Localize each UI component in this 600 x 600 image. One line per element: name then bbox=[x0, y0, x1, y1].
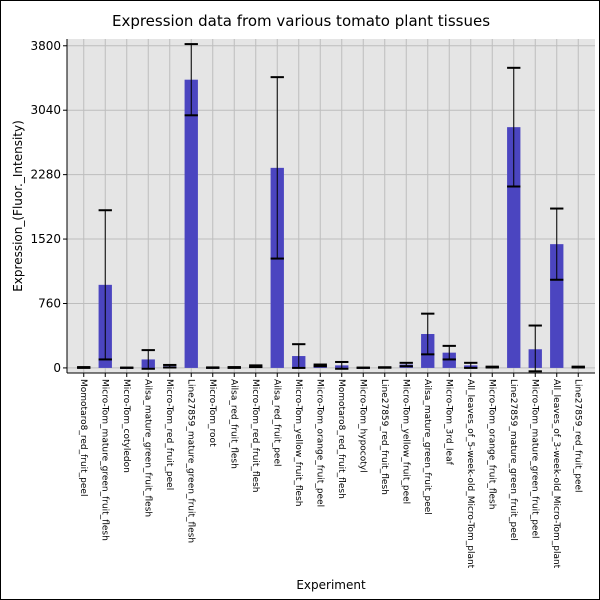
x-tick-label: Micro-Tom_3rd_leaf bbox=[443, 379, 453, 466]
x-tick-label: Micro-Tom_red_fruit_peel bbox=[164, 379, 174, 490]
x-tick-label: Micro-Tom_red_fruit_flesh bbox=[250, 379, 260, 493]
x-tick-label: Ailsa_red_fruit_peel bbox=[271, 379, 281, 467]
y-axis-label: Expression_(Fluor._Intensity) bbox=[11, 120, 25, 292]
y-tick-label: 3800 bbox=[30, 39, 61, 53]
x-tick-label: Ailsa_mature_green_fruit_peel bbox=[422, 379, 432, 515]
x-tick-label: Micro-Tom_hypocotyl bbox=[357, 379, 367, 473]
error-bars bbox=[77, 43, 585, 373]
y-tick-labels: 0 760 1520 2280 3040 3800 bbox=[30, 39, 61, 375]
axes bbox=[63, 39, 595, 377]
x-tick-label: Micro-Tom_mature_green_fruit_peel bbox=[529, 379, 539, 539]
x-tick-label: Micro-Tom_mature_green_fruit_flesh bbox=[99, 379, 109, 541]
x-tick-label: Ailsa_mature_green_fruit_flesh bbox=[142, 379, 152, 517]
x-tick-label: Micro-Tom_yellow_fruit_peel bbox=[400, 379, 410, 504]
x-tick-label: Ailsa_red_fruit_flesh bbox=[228, 379, 238, 469]
x-tick-label: Micro-Tom_root bbox=[207, 379, 217, 447]
bar bbox=[550, 244, 564, 368]
x-tick-label: All_leaves_of_3-week-old_Micro-Tom_plant bbox=[551, 379, 561, 569]
x-tick-label: Micro-Tom_yellow_fruit_flesh bbox=[293, 379, 303, 507]
y-tick-label: 2280 bbox=[30, 168, 61, 182]
x-tick-label: Line27859_red_fruit_peel bbox=[572, 379, 582, 493]
x-tick-label: Momotaro8_red_fruit_flesh bbox=[336, 379, 346, 499]
y-tick-label: 1520 bbox=[30, 232, 61, 246]
y-tick-label: 760 bbox=[38, 296, 61, 310]
x-tick-label: Line27859_red_fruit_flesh bbox=[379, 379, 389, 495]
x-tick-label: Micro-Tom_orange_fruit_peel bbox=[314, 379, 324, 507]
y-tick-label: 3040 bbox=[30, 103, 61, 117]
x-tick-label: Line27859_mature_green_fruit_peel bbox=[508, 379, 518, 541]
plot-area bbox=[67, 39, 595, 373]
x-tick-label: All_leaves_of_5-week-old_Micro-Tom_plant bbox=[465, 379, 475, 569]
x-tick-label: Line27859_mature_green_fruit_flesh bbox=[185, 379, 195, 543]
chart-title: Expression data from various tomato plan… bbox=[112, 12, 490, 30]
bar bbox=[270, 167, 284, 368]
x-tick-labels: Momotaro8_red_fruit_peel Micro-Tom_mature… bbox=[78, 379, 583, 569]
x-tick-label: Momotaro8_red_fruit_peel bbox=[78, 379, 88, 496]
bar bbox=[184, 79, 198, 368]
x-tick-label: Micro-Tom_orange_fruit_flesh bbox=[486, 379, 496, 509]
x-axis-label: Experiment bbox=[296, 578, 366, 592]
x-tick-label: Micro-Tom_cotyledon bbox=[121, 379, 131, 473]
y-tick-label: 0 bbox=[53, 361, 61, 375]
